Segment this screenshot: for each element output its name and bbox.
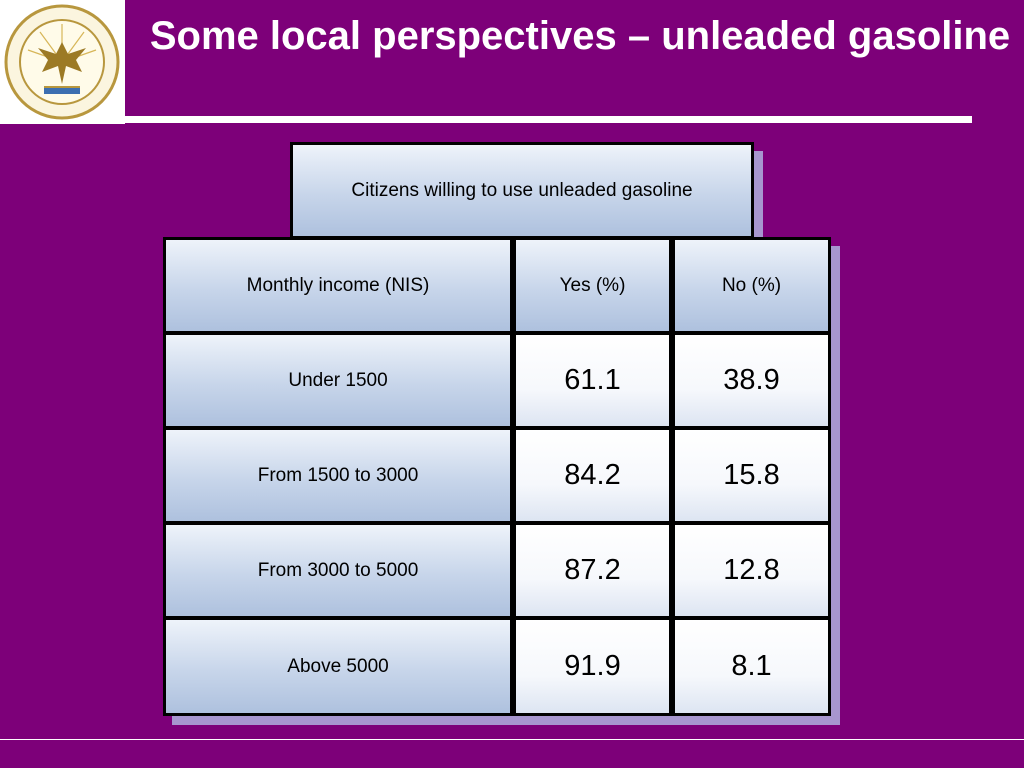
row-income-label: From 1500 to 3000 <box>163 427 513 524</box>
row-yes-value: 61.1 <box>513 332 672 429</box>
row-income-label: Under 1500 <box>163 332 513 429</box>
header-income: Monthly income (NIS) <box>163 237 513 334</box>
title-divider <box>125 116 972 123</box>
row-no-value: 15.8 <box>672 427 831 524</box>
page-title: Some local perspectives – unleaded gasol… <box>149 14 1011 58</box>
row-no-value: 12.8 <box>672 522 831 619</box>
row-income-label: From 3000 to 5000 <box>163 522 513 619</box>
row-income-label: Above 5000 <box>163 617 513 716</box>
row-no-value: 8.1 <box>672 617 831 716</box>
row-yes-value: 91.9 <box>513 617 672 716</box>
university-logo <box>0 0 125 124</box>
header-yes: Yes (%) <box>513 237 672 334</box>
header-no: No (%) <box>672 237 831 334</box>
row-no-value: 38.9 <box>672 332 831 429</box>
row-yes-value: 87.2 <box>513 522 672 619</box>
eagle-seal-icon <box>4 4 120 120</box>
table-caption: Citizens willing to use unleaded gasolin… <box>290 142 754 239</box>
footer-divider <box>0 739 1024 740</box>
row-yes-value: 84.2 <box>513 427 672 524</box>
